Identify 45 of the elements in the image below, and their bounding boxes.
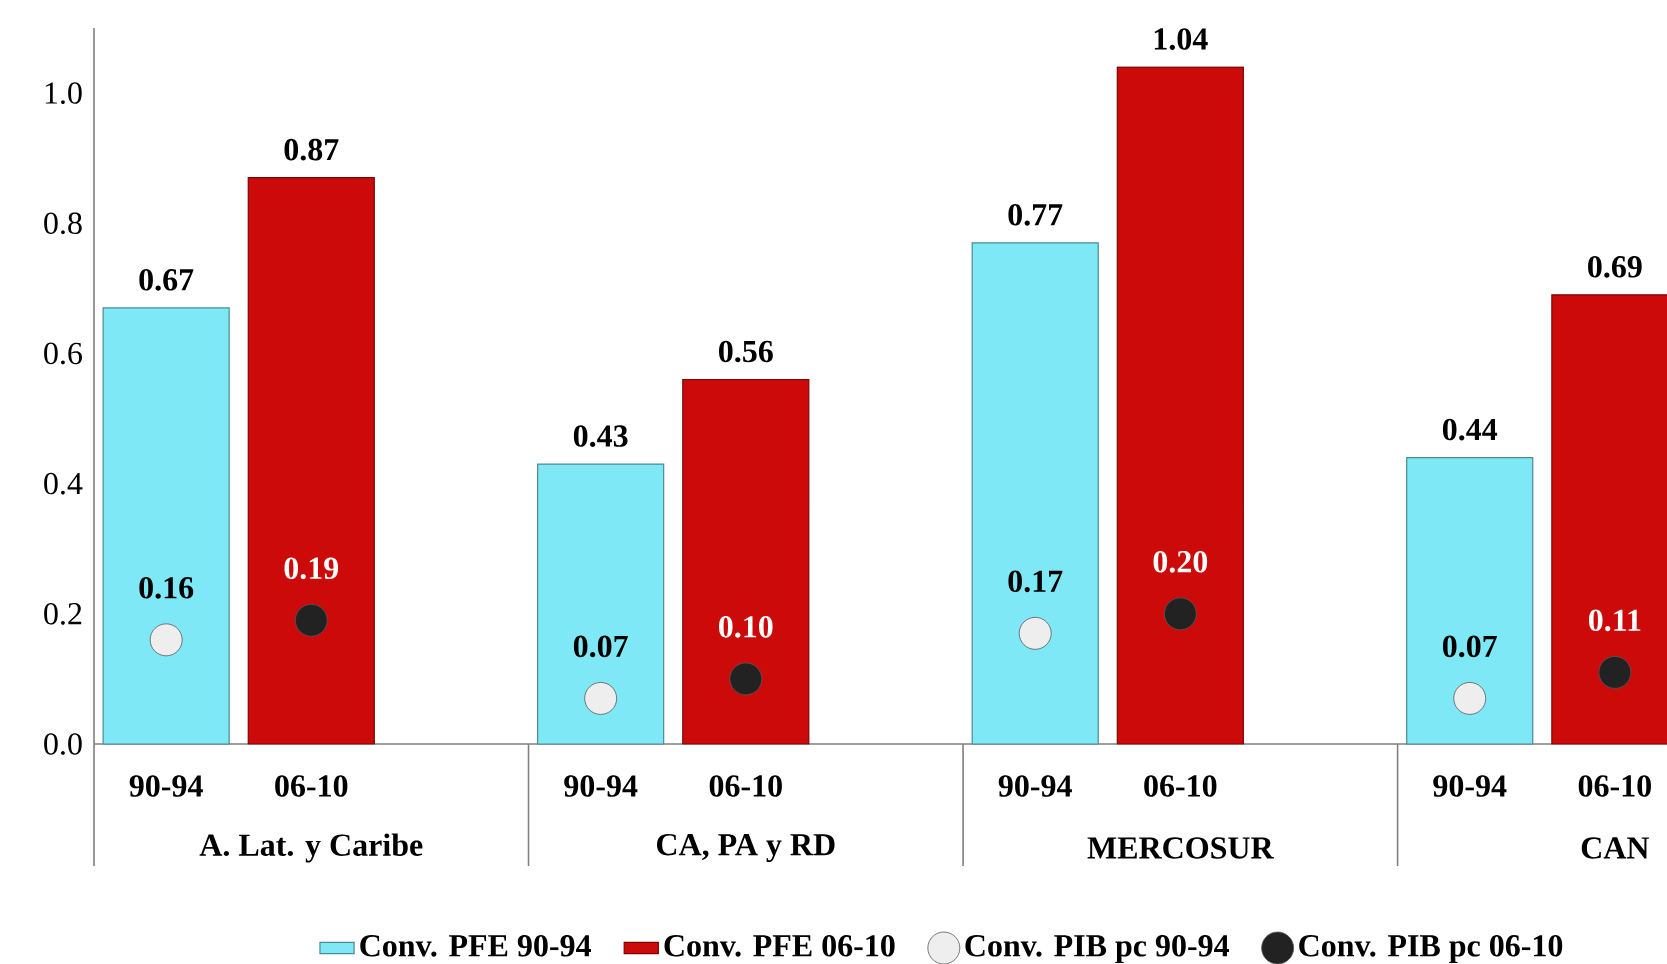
bar	[247, 177, 375, 745]
bar	[1116, 66, 1244, 745]
text: 06-10	[709, 775, 782, 797]
data-label: 0.43	[573, 425, 628, 447]
text: 90-94	[998, 775, 1072, 797]
y-tick-label: 0.2	[44, 602, 82, 625]
data-label: 0.87	[284, 138, 339, 161]
legend-label: Conv. PFE 90-94	[360, 934, 591, 957]
data-label: 0.07	[1442, 635, 1497, 658]
bar	[537, 463, 665, 745]
data-label: 0.69	[1588, 256, 1642, 278]
text: 06-10	[275, 775, 348, 797]
x-tick-label: MERCOSUR	[1087, 837, 1274, 859]
bar	[971, 242, 1099, 745]
x-tick-label: CA, PA y RD	[657, 833, 835, 863]
legend-label: Conv. PFE 06-10	[664, 934, 895, 957]
data-label: 0.07	[573, 635, 628, 658]
text: 06-10	[1578, 775, 1651, 797]
data-label: 0.44	[1442, 418, 1498, 441]
data-label: 0.16	[139, 576, 194, 599]
data-label: 0.19	[284, 557, 339, 580]
y-tick-label: 0.8	[44, 212, 82, 235]
x-tick-label: CAN	[1581, 837, 1650, 859]
legend-label: Conv. PIB pc 06-10	[1299, 934, 1563, 964]
y-tick-label: 0.6	[44, 342, 82, 365]
text: 90-94	[129, 775, 203, 797]
text: 90-94	[1433, 775, 1507, 797]
data-label: 0.56	[719, 340, 773, 363]
bar	[1406, 456, 1534, 745]
x-tick-label: A. Lat. y Caribe	[199, 833, 423, 863]
bar	[682, 378, 810, 745]
data-label: 0.77	[1008, 203, 1063, 226]
data-label: 0.17	[1008, 570, 1063, 593]
legend-label: Conv. PIB pc 90-94	[965, 934, 1230, 964]
data-label: 0.67	[139, 269, 194, 291]
y-tick-label: 0.0	[44, 733, 82, 755]
data-label: 0.10	[719, 616, 773, 638]
data-label: 0.20	[1153, 550, 1208, 573]
data-label: 0.11	[1588, 609, 1641, 632]
data-label: 1.04	[1154, 28, 1208, 50]
text: 90-94	[564, 775, 638, 797]
y-tick-label: 1.0	[45, 82, 82, 104]
bar	[102, 307, 230, 745]
text: 06-10	[1144, 775, 1217, 797]
y-tick-label: 0.4	[44, 472, 83, 495]
